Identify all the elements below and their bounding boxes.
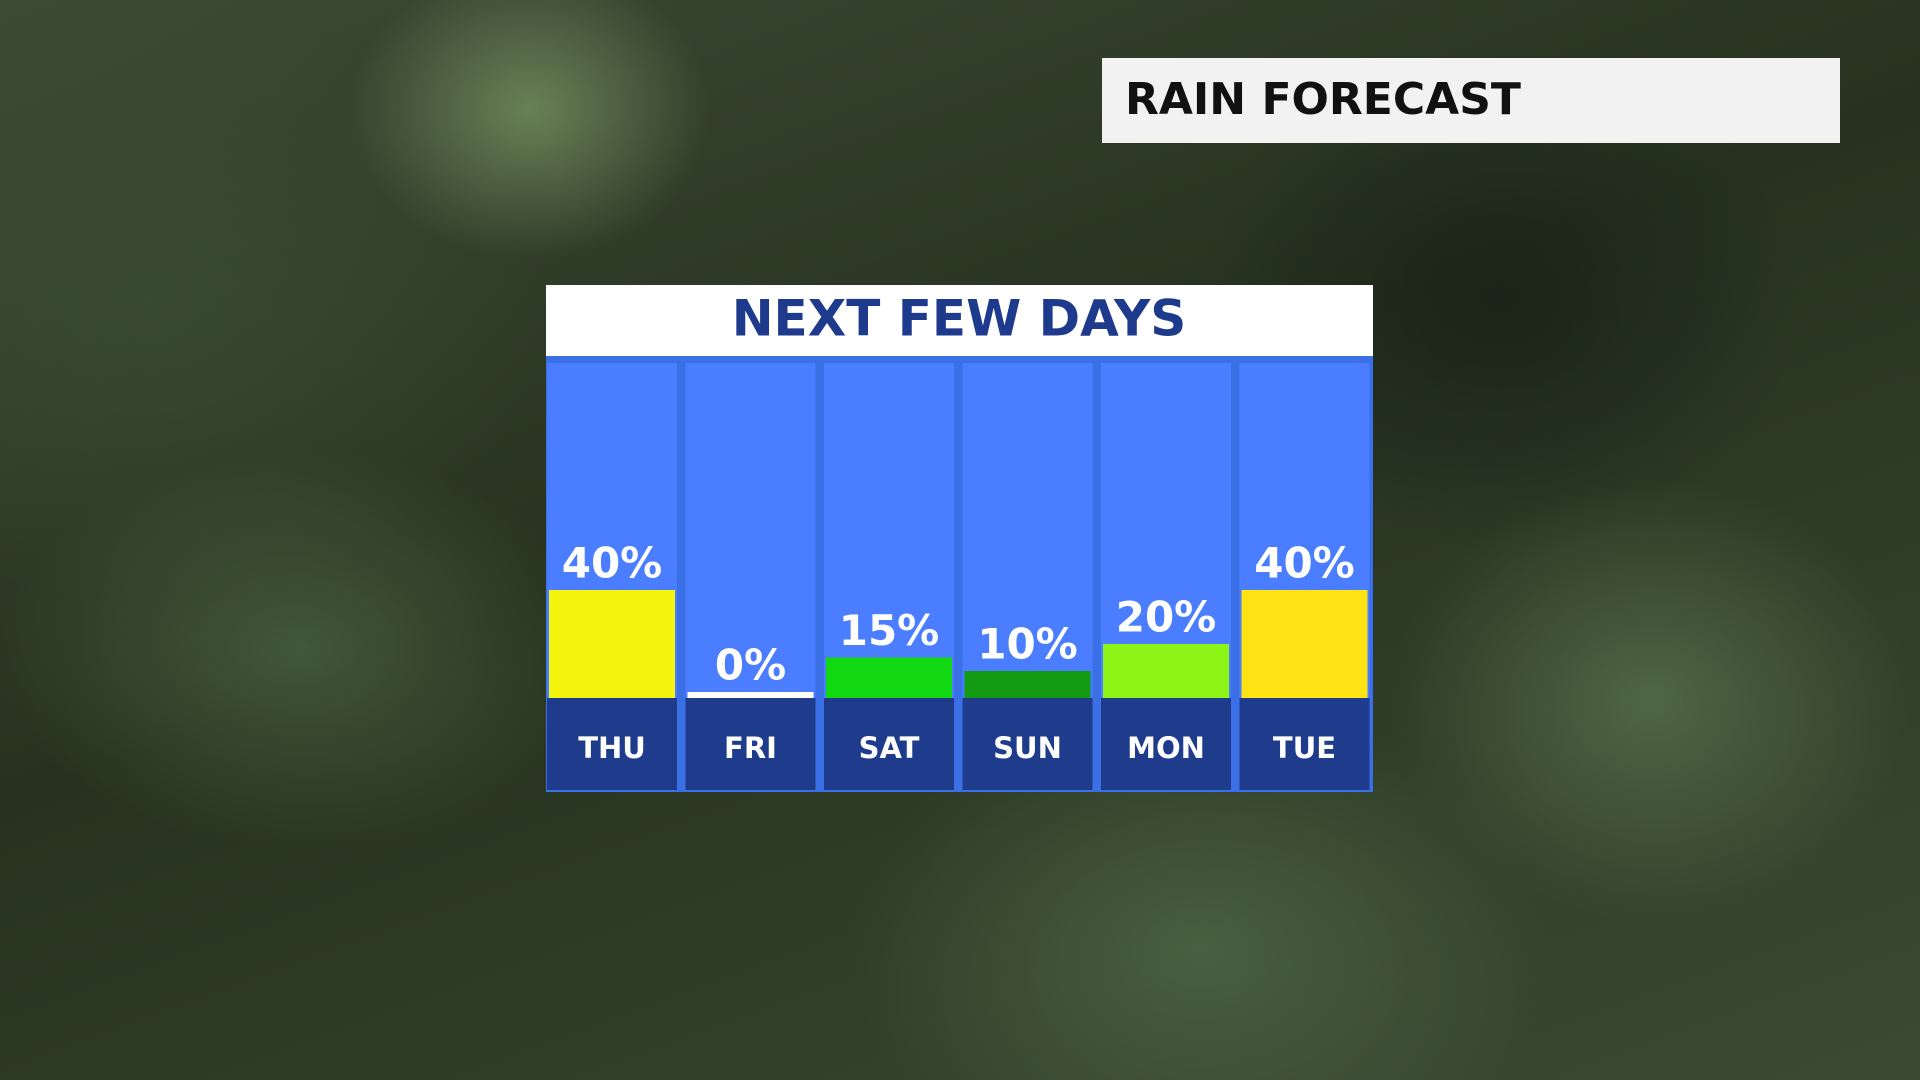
- x-tick-label: MON: [1127, 731, 1205, 765]
- day-band: [1239, 698, 1370, 790]
- day-band: [685, 698, 816, 790]
- bar: [549, 590, 675, 698]
- day-band: [962, 698, 1093, 790]
- bar: [826, 657, 952, 698]
- bar: [964, 671, 1091, 698]
- bar: [1103, 644, 1229, 698]
- value-label: 40%: [1254, 539, 1355, 588]
- value-label: 10%: [977, 620, 1078, 669]
- value-label: 0%: [715, 641, 786, 690]
- value-label: 40%: [562, 539, 663, 588]
- value-label: 20%: [1116, 593, 1217, 642]
- x-tick-label: FRI: [724, 731, 777, 765]
- header-box: [1102, 58, 1840, 143]
- day-band: [824, 698, 954, 790]
- value-label: 15%: [839, 606, 940, 655]
- bar: [687, 692, 814, 698]
- x-tick-label: THU: [578, 731, 646, 765]
- header-title: RAIN FORECAST: [1125, 74, 1521, 125]
- bar: [1241, 590, 1368, 698]
- x-tick-label: SUN: [993, 731, 1062, 765]
- x-tick-label: TUE: [1273, 731, 1336, 765]
- x-tick-label: SAT: [859, 731, 920, 765]
- chart-title: NEXT FEW DAYS: [732, 290, 1187, 348]
- panel: [546, 285, 1373, 792]
- day-band: [547, 698, 677, 790]
- title-band: [546, 285, 1373, 356]
- day-band: [1101, 698, 1231, 790]
